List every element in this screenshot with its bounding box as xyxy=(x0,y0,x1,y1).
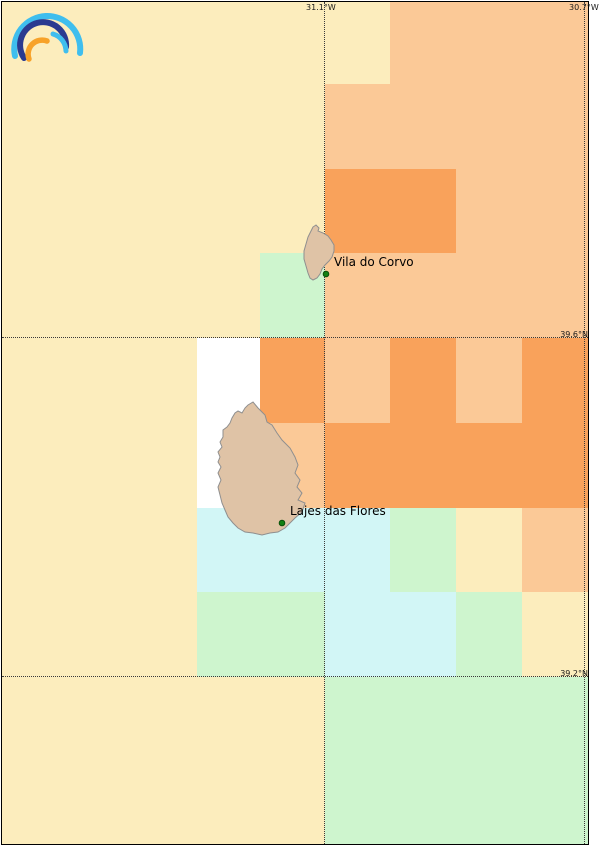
grid-cell-orange xyxy=(260,338,325,423)
grid-cell-white xyxy=(197,338,260,423)
grid-cell-peach xyxy=(522,508,588,592)
grid-cell-white xyxy=(197,423,260,508)
grid-cell-orange xyxy=(325,169,456,253)
grid-cell-peach xyxy=(325,84,588,169)
grid-cell-green xyxy=(456,592,522,677)
grid-cell-peach xyxy=(260,423,325,508)
grid-cell-cyan xyxy=(325,592,456,677)
logo-middle-arc-icon xyxy=(17,19,70,61)
rainbow-logo xyxy=(11,13,84,62)
place-label-lajes-das-flores: Lajes das Flores xyxy=(290,504,386,518)
grid-cell-green xyxy=(325,677,588,845)
grid-cell-green xyxy=(197,592,325,677)
grid-cell-orange xyxy=(390,338,456,423)
grid-cell-orange xyxy=(325,423,588,508)
grid-cell-peach xyxy=(456,338,522,423)
place-label-vila-do-corvo: Vila do Corvo xyxy=(334,255,414,269)
logo-outer-arc-icon xyxy=(11,13,84,59)
grid-cell-peach xyxy=(325,253,588,338)
lat-tick-39-2n: 39.2°N xyxy=(560,669,588,678)
logo-inner-right-arc-icon xyxy=(50,31,69,54)
grid-cell-peach xyxy=(325,338,390,423)
grid-cell-green xyxy=(260,253,325,338)
grid-cell-peach xyxy=(390,2,588,84)
lat-tick-39-6n: 39.6°N xyxy=(560,330,588,339)
logo-inner-left-arc-icon xyxy=(25,37,50,62)
grid-cell-green xyxy=(390,508,456,592)
grid-cell-peach xyxy=(456,169,588,253)
grid-cell-cyan xyxy=(197,508,390,592)
grid-cell-orange xyxy=(522,338,588,423)
lon-tick-30-7w: 30.7°W xyxy=(569,3,599,12)
lon-tick-31-1w: 31.1°W xyxy=(306,3,336,12)
